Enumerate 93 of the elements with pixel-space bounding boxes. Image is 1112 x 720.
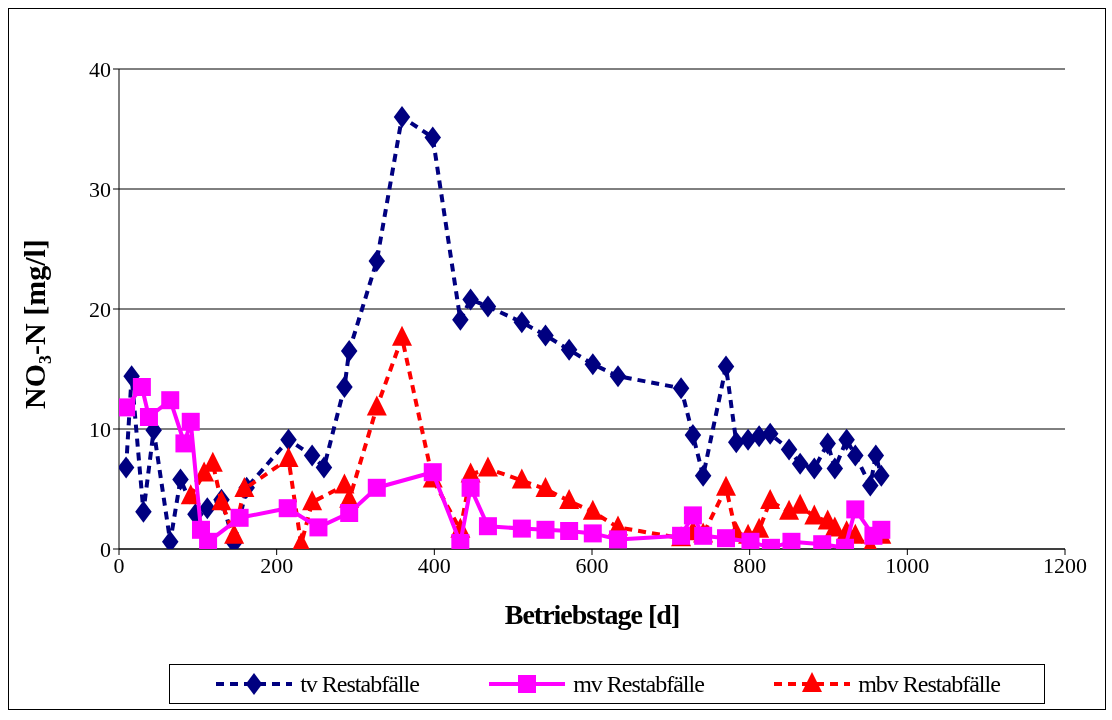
y-tick-label: 0 [100, 536, 111, 562]
x-tick-label: 400 [417, 552, 451, 578]
point [367, 478, 386, 497]
point [867, 444, 885, 467]
point [717, 355, 735, 378]
point [804, 504, 825, 525]
x-axis-title: Betriebstage [d] [504, 599, 680, 630]
point [846, 500, 865, 519]
legend-label: mv Restabfälle [573, 670, 704, 698]
point [819, 432, 836, 455]
point [181, 412, 200, 431]
point [302, 490, 323, 511]
point [336, 376, 353, 398]
y-tick-label: 10 [89, 416, 111, 442]
point [368, 250, 386, 272]
point [862, 474, 879, 497]
point [761, 422, 779, 445]
point [694, 526, 713, 545]
point [873, 464, 890, 487]
point [280, 428, 297, 451]
point [537, 324, 554, 347]
legend-label: tv Restabfälle [300, 670, 419, 698]
point [716, 475, 737, 496]
point [451, 534, 470, 549]
point [139, 408, 158, 426]
point [535, 477, 556, 497]
x-tick-label: 600 [575, 552, 609, 578]
x-tick-label: 1200 [1043, 552, 1087, 578]
point [461, 478, 480, 497]
point [278, 499, 297, 518]
point [511, 468, 532, 489]
point [278, 447, 299, 467]
point [683, 506, 702, 525]
point [684, 424, 702, 446]
point [560, 338, 578, 361]
point [135, 500, 152, 523]
point [479, 295, 497, 318]
y-tick-label: 30 [89, 176, 111, 202]
point [779, 499, 800, 520]
point [175, 434, 194, 453]
point [477, 456, 498, 477]
point [583, 524, 602, 543]
point [393, 106, 411, 128]
point [366, 395, 387, 416]
point [513, 311, 531, 334]
point [780, 438, 798, 461]
point [582, 499, 603, 520]
point [462, 288, 479, 311]
point [340, 504, 359, 522]
x-tick-label: 1000 [885, 552, 930, 578]
point [132, 378, 151, 396]
x-tick-label: 800 [733, 552, 767, 578]
point [303, 444, 321, 467]
point [512, 519, 531, 538]
y-tick-label: 20 [89, 296, 111, 322]
point [717, 529, 736, 548]
y-axis-title: NO₃-N [mg/l] [17, 239, 51, 409]
point [560, 522, 579, 540]
point [478, 517, 497, 536]
legend-label: mbv Restabfälle [858, 670, 1000, 698]
x-tick-label: 200 [260, 552, 294, 578]
point [309, 518, 328, 537]
point [334, 473, 355, 494]
point [806, 457, 823, 480]
point [847, 444, 864, 467]
point [790, 493, 811, 514]
point [199, 497, 216, 520]
point [424, 126, 442, 149]
point [161, 391, 180, 410]
point [315, 456, 333, 479]
point [760, 489, 781, 509]
point [741, 532, 760, 549]
point [609, 530, 628, 549]
point [230, 508, 249, 527]
point [728, 431, 745, 454]
point [791, 452, 809, 475]
point [119, 398, 136, 417]
point [739, 428, 757, 451]
point [340, 340, 358, 362]
point [199, 532, 218, 549]
point [826, 457, 844, 480]
point [782, 532, 801, 549]
point [559, 489, 580, 509]
y-tick-label: 40 [89, 56, 111, 82]
point [584, 353, 602, 376]
point [694, 464, 712, 487]
point [172, 468, 189, 491]
point [536, 520, 555, 539]
point [838, 428, 855, 451]
point [672, 377, 690, 400]
point [423, 463, 442, 482]
point [609, 365, 627, 388]
point [452, 308, 469, 331]
